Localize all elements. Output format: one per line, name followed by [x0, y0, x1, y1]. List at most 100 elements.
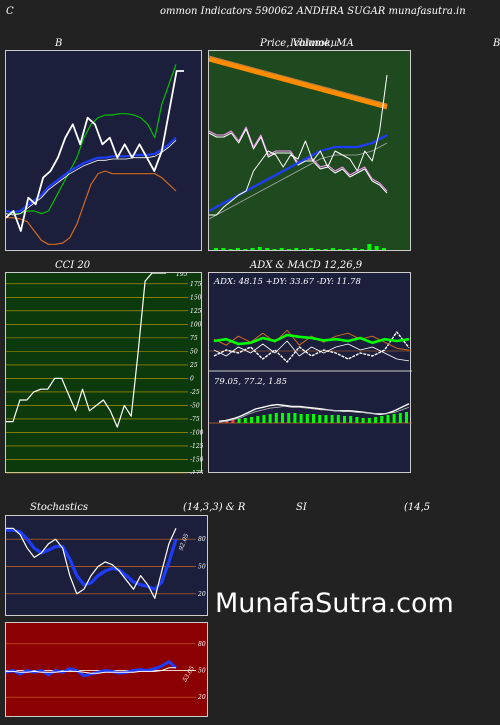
macd-histogram-bar	[256, 416, 260, 423]
macd-histogram-bar	[386, 415, 390, 423]
rsi-tick-label: 50	[198, 668, 206, 675]
cci-tick-label: -100	[190, 429, 203, 436]
macd-histogram-bar	[405, 412, 408, 423]
volume-bar	[272, 249, 277, 250]
macd-histogram-bar	[225, 421, 229, 423]
macd-histogram-bar	[312, 414, 315, 423]
cci-tick-label: 25	[189, 362, 198, 369]
cci-panel: 175 150 125 100 75 50 25 0 -25 -50 -75 -100 -125 -150…	[5, 272, 203, 474]
macd-histogram-bar	[380, 416, 384, 423]
volume-bar	[287, 249, 291, 250]
volume-bar	[243, 249, 248, 250]
cci-tick-label: 0	[190, 375, 194, 382]
cci-tick-label: 150	[190, 294, 202, 301]
macd-histogram-bar	[281, 413, 284, 423]
macd-histogram-bar	[231, 420, 235, 423]
price-close-line	[209, 74, 388, 216]
macd-histogram-bar	[398, 413, 402, 423]
stoch-k-line	[6, 527, 177, 599]
bb-middle-band-line	[6, 136, 177, 214]
stoch-chart: 80 50 20 92.05	[6, 527, 206, 599]
stoch-tick-label: 50	[198, 564, 206, 571]
volume-bar	[316, 249, 321, 250]
macd-histogram-bar	[274, 413, 278, 423]
volume-bar	[228, 249, 233, 250]
volume-bar	[345, 249, 350, 250]
macd-line	[218, 403, 410, 422]
rsi-tick-label: 20	[197, 694, 206, 701]
volume-bar	[301, 249, 306, 250]
cci-tick-label: -75	[190, 416, 200, 423]
rsi-signal-line	[6, 667, 176, 674]
macd-histogram-bar	[330, 415, 334, 423]
volume-bar	[367, 244, 372, 250]
macd-histogram-bar	[367, 418, 371, 423]
macd-histogram-bar	[374, 417, 377, 423]
macd-histogram-bar	[262, 415, 266, 423]
cci-last-value: 195	[176, 273, 188, 278]
price-chart	[209, 55, 388, 250]
cci-chart: 175 150 125 100 75 50 25 0 -25 -50 -75 -100 -125 -150…	[6, 273, 203, 474]
cci-tick-label: -50	[190, 402, 200, 409]
macd-histogram-bar	[392, 414, 396, 423]
cci-tick-label: 175	[190, 281, 202, 288]
adx-readout: ADX: 48.15 +DY: 33.67 -DY: 11.78	[213, 277, 361, 287]
rsi-tick-label: 80	[198, 641, 206, 648]
adx-orange-line	[213, 329, 410, 351]
price-ma-blue-line	[209, 134, 388, 212]
macd-histogram-bar	[268, 414, 272, 423]
macd-histogram-bar	[349, 416, 353, 423]
price-ma-white-line	[209, 128, 388, 194]
watermark: MunafaSutra.com	[215, 588, 454, 619]
stoch-panel: 80 50 20 92.05	[5, 515, 208, 616]
stoch-tick-label: 20	[197, 591, 206, 598]
adx-label: ADX & MACD 12,26,9	[250, 260, 363, 271]
cci-tick-label: 50	[190, 348, 198, 355]
header-letter: C	[6, 6, 14, 17]
cci-tick-label: -25	[190, 389, 200, 396]
rsi-line	[6, 660, 177, 678]
macd-histogram-bar	[243, 418, 247, 423]
price-panel	[208, 50, 411, 251]
volume-bar	[235, 248, 240, 250]
volume-bar	[308, 248, 313, 250]
rsi-si-label: SI	[296, 502, 307, 513]
cci-tick-label: 125	[190, 308, 202, 315]
volume-bar	[352, 248, 357, 250]
macd-histogram-bar	[355, 417, 359, 423]
macd-histogram-bar	[361, 418, 365, 423]
cci-tick-label: -125	[190, 443, 203, 450]
plus-dy-line	[213, 331, 410, 363]
stoch-params-label: (14,3,3) & R	[183, 502, 246, 513]
volume-bar	[279, 248, 284, 250]
volume-bar	[265, 248, 270, 250]
stoch-tick-label: 80	[198, 536, 206, 543]
stoch-label: Stochastics	[30, 502, 88, 513]
price-ma-ribbon-orange	[209, 56, 388, 110]
volume-bar	[360, 249, 364, 250]
bb-price-line	[6, 70, 184, 232]
price-ma-grey-line	[209, 142, 388, 220]
stoch-last-value: 92.05	[178, 533, 191, 552]
volume-bar	[294, 248, 299, 250]
stoch-d-line	[6, 528, 178, 591]
bb-label: B	[55, 38, 63, 49]
cci-tick-label: 75	[190, 335, 198, 342]
macd-histogram-bar	[293, 413, 297, 423]
volume-bar	[323, 249, 328, 250]
price-ma-ribbon-edge	[209, 55, 388, 105]
rsi-last-value: 53.05	[181, 665, 196, 684]
macd-histogram-bar	[336, 415, 340, 423]
minus-dy-line	[213, 340, 410, 362]
macd-histogram-bar	[299, 414, 303, 423]
macd-histogram-bar	[250, 417, 253, 423]
cci-tick-label: -150	[190, 456, 203, 463]
cci-tick-label: -175	[190, 470, 203, 474]
page-title: ommon Indicators 590062 ANDHRA SUGAR mun…	[160, 6, 466, 17]
volume-bar	[374, 246, 379, 250]
ichimoku-label: Ichimoku	[290, 38, 338, 49]
bb-chart	[6, 64, 184, 245]
macd-histogram-bar	[287, 413, 291, 423]
volume-bar	[214, 248, 218, 250]
macd-histogram-bar	[237, 419, 241, 423]
